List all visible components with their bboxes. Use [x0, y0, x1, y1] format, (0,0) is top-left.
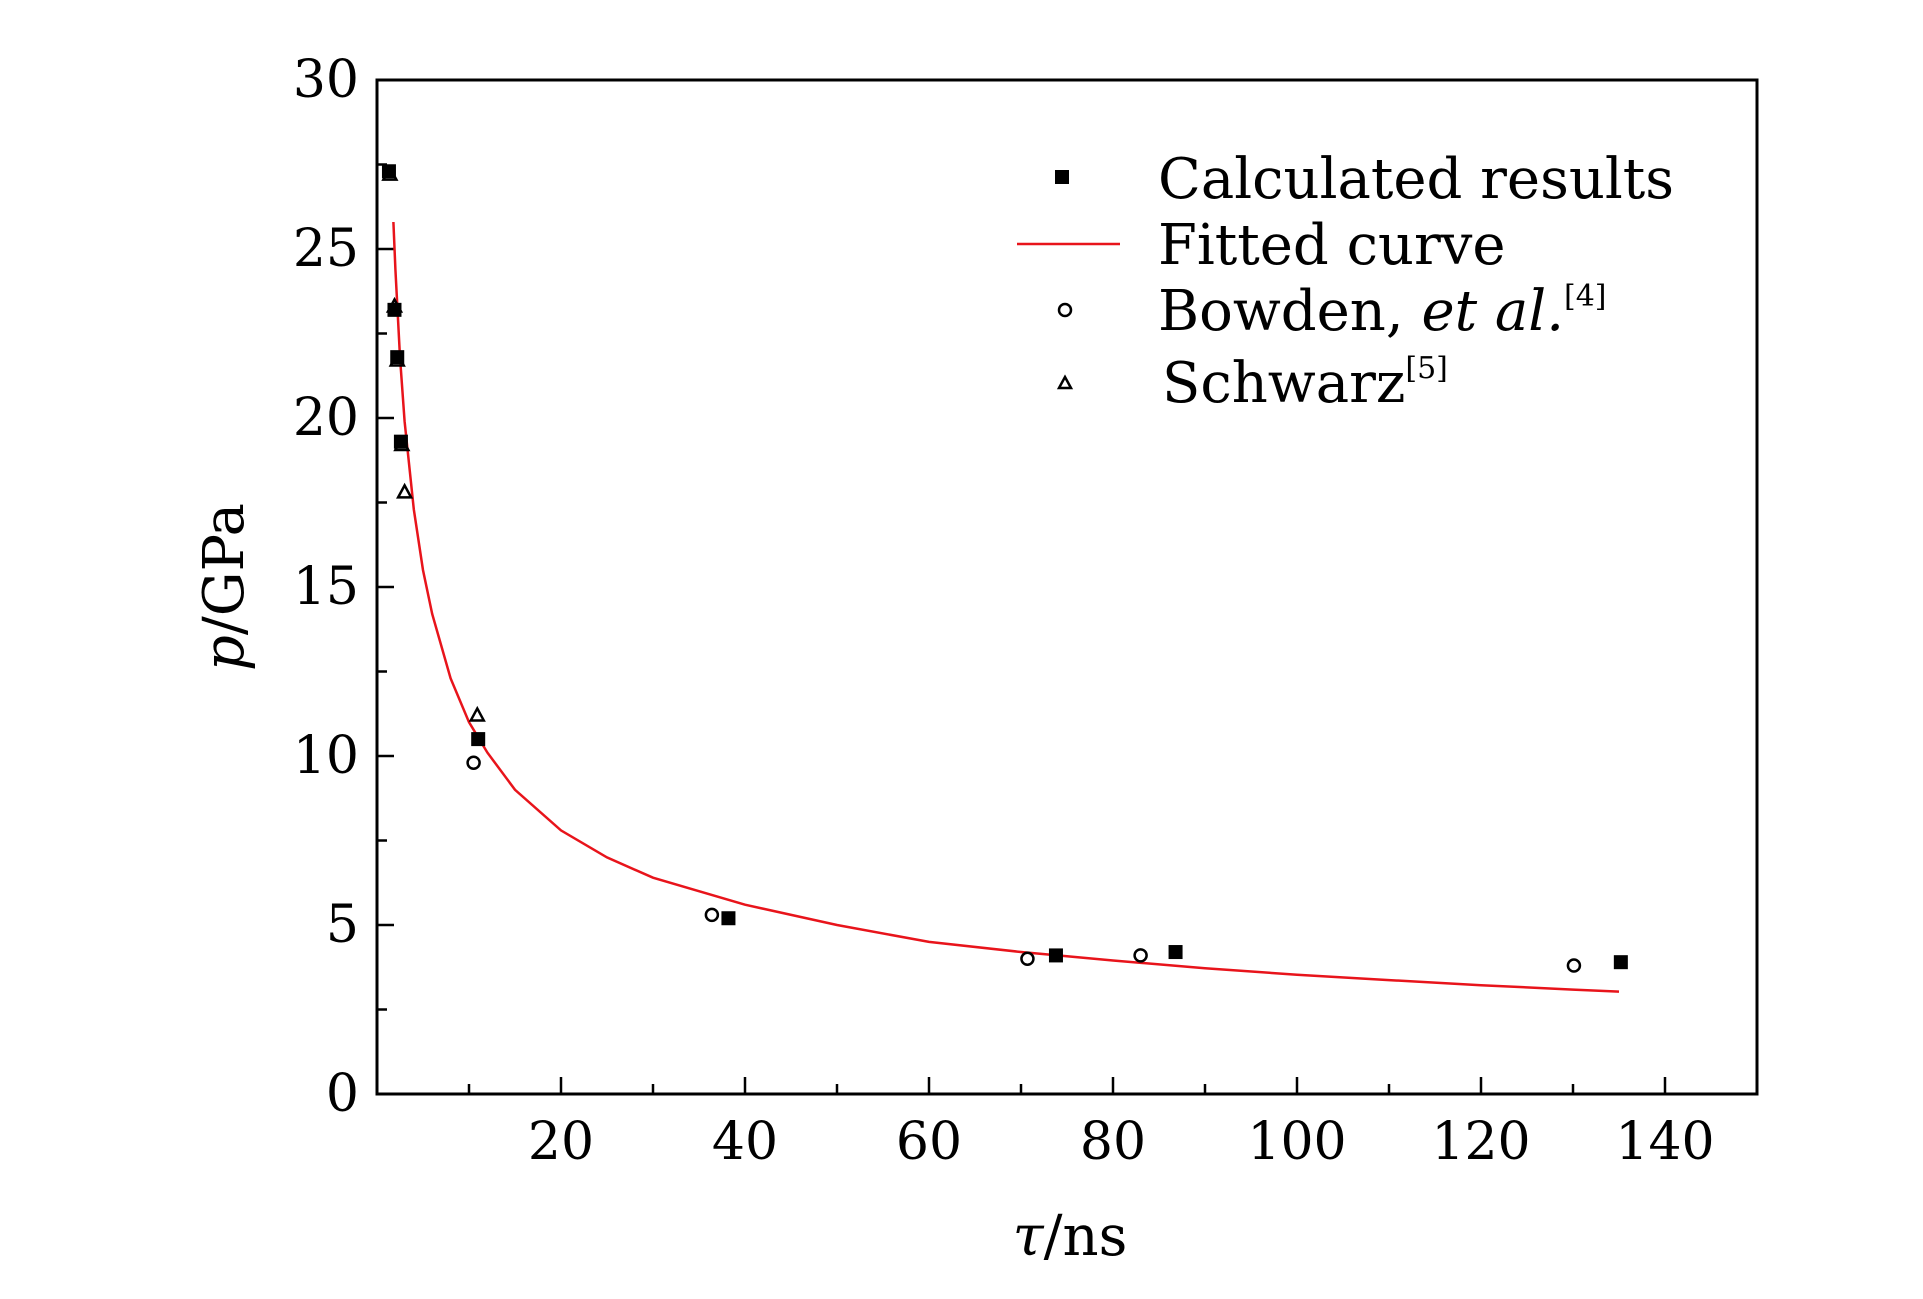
x-tick-label: 140: [1615, 1112, 1714, 1172]
data-markers: [381, 164, 1628, 973]
x-tick-label: 80: [1080, 1112, 1146, 1172]
y-tick-label: 30: [293, 50, 359, 110]
schwarz-point: [468, 705, 486, 722]
legend-swatch-bowden: [1057, 302, 1073, 318]
x-tick-label: 120: [1431, 1112, 1530, 1172]
legend-label-bowden: Bowden, et al.[4]: [1158, 279, 1607, 344]
y-tick-label: 0: [326, 1064, 359, 1124]
bowden-point: [1133, 948, 1148, 963]
schwarz-point: [388, 350, 406, 367]
axis-ticks: [377, 163, 1759, 1094]
bowden-point: [1020, 951, 1035, 967]
x-tick-label: 40: [712, 1112, 778, 1172]
schwarz-point: [385, 296, 404, 313]
schwarz-point: [381, 165, 399, 181]
plot-frame: [375, 78, 1759, 1096]
schwarz-point: [393, 435, 411, 452]
fitted-curve-layer: [392, 221, 1620, 993]
legend-label-calculated: Calculated results: [1158, 147, 1674, 212]
schwarz-point: [396, 482, 414, 499]
x-axis-unit: /ns: [1044, 1204, 1128, 1269]
x-tick-label: 100: [1247, 1112, 1346, 1172]
y-tick-label: 10: [293, 726, 359, 786]
fitted-curve-line: [392, 221, 1620, 993]
calculated-point: [471, 732, 486, 747]
y-tick-label: 20: [293, 388, 359, 448]
y-axis-symbol: p: [192, 635, 257, 671]
calculated-point: [1168, 945, 1183, 960]
bowden-point: [1566, 958, 1582, 973]
legend-label-fitted: Fitted curve: [1158, 213, 1506, 278]
y-tick-label: 25: [293, 219, 359, 279]
calculated-point: [1048, 948, 1063, 963]
y-axis-unit: /GPa: [192, 503, 257, 635]
bowden-point: [704, 907, 720, 923]
x-tick-label: 20: [528, 1112, 594, 1172]
legend-swatch-schwarz: [1056, 374, 1074, 390]
calculated-point: [1613, 955, 1628, 970]
legend-label-schwarz: Schwarz[5]: [1162, 351, 1448, 416]
legend: Calculated results Fitted curve Bowden, …: [1017, 147, 1674, 416]
x-axis-title: τ/ns: [1013, 1204, 1128, 1269]
legend-swatch-calculated: [1055, 170, 1069, 184]
x-axis-symbol: τ: [1013, 1204, 1045, 1269]
y-tick-label: 5: [326, 895, 359, 955]
y-tick-label: 15: [293, 557, 359, 617]
x-tick-label: 60: [896, 1112, 962, 1172]
y-axis-title: p/GPa: [192, 503, 257, 671]
calculated-point: [721, 911, 736, 926]
axis-tick-labels: 20 40 60 80 100 120 140 0 5 10 15 20 25 30: [293, 50, 1715, 1172]
bowden-point: [466, 755, 481, 771]
